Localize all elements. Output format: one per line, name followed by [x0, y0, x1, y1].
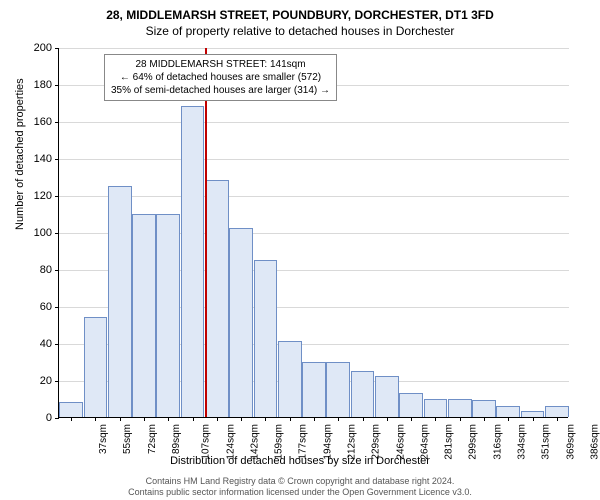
histogram-bar [229, 228, 253, 417]
y-tick-mark [55, 344, 59, 345]
histogram-bar [156, 214, 180, 418]
x-tick-mark [363, 417, 364, 421]
x-axis-title: Distribution of detached houses by size … [0, 455, 600, 467]
x-tick-mark [460, 417, 461, 421]
x-tick-label: 89sqm [171, 424, 182, 454]
y-tick-label: 0 [22, 412, 52, 424]
chart-title-main: 28, MIDDLEMARSH STREET, POUNDBURY, DORCH… [0, 0, 600, 22]
y-tick-label: 20 [22, 375, 52, 387]
x-tick-mark [338, 417, 339, 421]
histogram-bar [108, 186, 132, 417]
histogram-bar [132, 214, 156, 418]
x-tick-mark [557, 417, 558, 421]
gridline [59, 122, 569, 123]
histogram-bar [472, 400, 496, 417]
y-tick-label: 60 [22, 301, 52, 313]
x-tick-mark [435, 417, 436, 421]
y-tick-label: 120 [22, 190, 52, 202]
footer-line1: Contains HM Land Registry data © Crown c… [0, 476, 600, 487]
annotation-line2: ← 64% of detached houses are smaller (57… [111, 71, 330, 84]
x-tick-mark [314, 417, 315, 421]
y-tick-label: 80 [22, 264, 52, 276]
histogram-bar [181, 106, 205, 417]
histogram-bar [254, 260, 278, 417]
histogram-bar [448, 399, 472, 418]
x-tick-mark [265, 417, 266, 421]
y-tick-mark [55, 196, 59, 197]
y-tick-mark [55, 85, 59, 86]
gridline [59, 159, 569, 160]
histogram-bar [302, 362, 326, 418]
x-tick-mark [144, 417, 145, 421]
x-tick-label: 55sqm [122, 424, 133, 454]
y-tick-mark [55, 270, 59, 271]
y-tick-mark [55, 381, 59, 382]
x-tick-mark [120, 417, 121, 421]
y-tick-label: 160 [22, 116, 52, 128]
y-tick-mark [55, 307, 59, 308]
y-tick-label: 140 [22, 153, 52, 165]
x-tick-mark [533, 417, 534, 421]
y-tick-mark [55, 418, 59, 419]
chart-area: 02040608010012014016018020037sqm55sqm72s… [58, 48, 568, 418]
x-tick-mark [387, 417, 388, 421]
footer-attribution: Contains HM Land Registry data © Crown c… [0, 476, 600, 498]
chart-title-sub: Size of property relative to detached ho… [0, 22, 600, 38]
annotation-box: 28 MIDDLEMARSH STREET: 141sqm ← 64% of d… [104, 54, 337, 101]
histogram-bar [424, 399, 448, 418]
y-tick-mark [55, 159, 59, 160]
plot-area: 02040608010012014016018020037sqm55sqm72s… [58, 48, 568, 418]
histogram-bar [375, 376, 399, 417]
y-tick-label: 40 [22, 338, 52, 350]
x-tick-mark [290, 417, 291, 421]
x-tick-label: 37sqm [98, 424, 109, 454]
x-tick-mark [71, 417, 72, 421]
y-tick-label: 100 [22, 227, 52, 239]
histogram-bar [326, 362, 350, 418]
histogram-bar [545, 406, 569, 417]
y-tick-mark [55, 233, 59, 234]
y-tick-mark [55, 48, 59, 49]
gridline [59, 48, 569, 49]
x-tick-mark [95, 417, 96, 421]
histogram-bar [84, 317, 108, 417]
annotation-line3: 35% of semi-detached houses are larger (… [111, 84, 330, 97]
histogram-bar [399, 393, 423, 417]
histogram-bar [278, 341, 302, 417]
x-tick-mark [411, 417, 412, 421]
histogram-bar [205, 180, 229, 417]
y-tick-label: 200 [22, 42, 52, 54]
x-tick-mark [168, 417, 169, 421]
x-tick-mark [241, 417, 242, 421]
x-tick-label: 72sqm [147, 424, 158, 454]
x-tick-mark [193, 417, 194, 421]
histogram-bar [59, 402, 83, 417]
annotation-line1: 28 MIDDLEMARSH STREET: 141sqm [111, 58, 330, 71]
y-tick-label: 180 [22, 79, 52, 91]
y-tick-mark [55, 122, 59, 123]
reference-line [205, 48, 207, 417]
histogram-bar [496, 406, 520, 417]
x-tick-mark [484, 417, 485, 421]
histogram-bar [351, 371, 375, 417]
x-tick-mark [508, 417, 509, 421]
footer-line2: Contains public sector information licen… [0, 487, 600, 498]
x-tick-mark [217, 417, 218, 421]
gridline [59, 196, 569, 197]
